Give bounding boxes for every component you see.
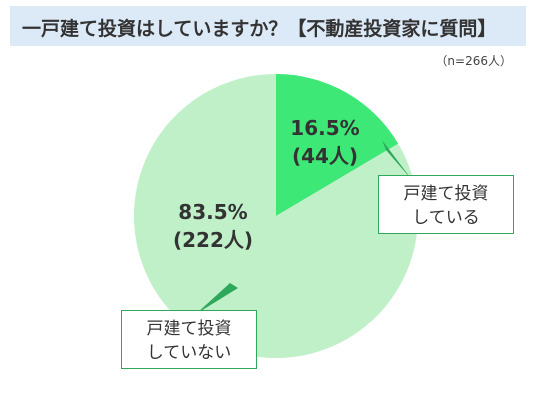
percent-label-investing: 16.5% xyxy=(290,116,360,140)
data-label-not-investing: 83.5% (222人) xyxy=(163,198,263,254)
callout-pointer-investing xyxy=(382,140,412,180)
callout-investing-line1: 戸建て投資 xyxy=(403,184,489,204)
count-label-not-investing: (222人) xyxy=(172,228,254,252)
callout-not-investing-line2: していない xyxy=(146,343,232,363)
callout-pointer-not-investing xyxy=(196,283,238,314)
data-label-investing: 16.5% (44人) xyxy=(280,114,370,170)
callout-not-investing-line1: 戸建て投資 xyxy=(146,319,232,339)
percent-label-not-investing: 83.5% xyxy=(178,200,248,224)
sample-size-note: （n=266人） xyxy=(435,54,512,68)
slice-not-investing xyxy=(134,74,419,358)
slice-investing xyxy=(276,74,399,216)
count-label-investing: (44人) xyxy=(291,144,359,168)
callout-investing: 戸建て投資 している xyxy=(378,175,514,234)
callout-not-investing: 戸建て投資 していない xyxy=(121,310,257,369)
callout-investing-line2: している xyxy=(412,208,480,228)
title-bar: 一戸建て投資はしていますか？【不動産投資家に質問】 xyxy=(10,6,526,46)
chart-title: 一戸建て投資はしていますか？【不動産投資家に質問】 xyxy=(22,18,497,40)
